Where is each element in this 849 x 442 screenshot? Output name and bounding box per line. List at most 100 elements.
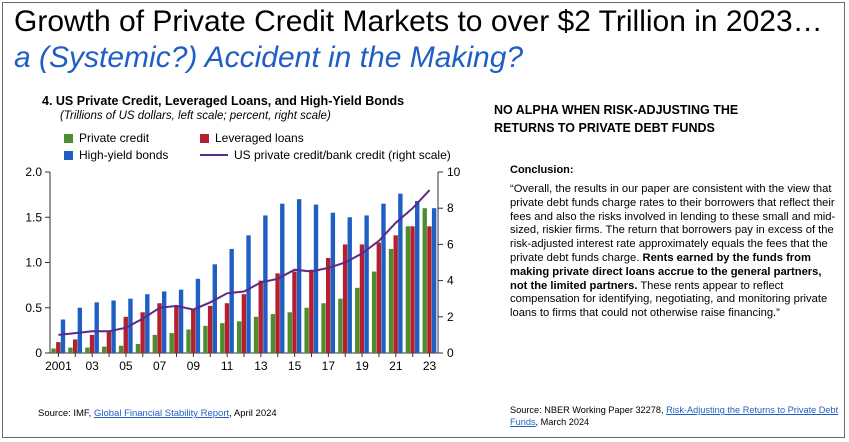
bar-leveraged-loans [89,334,95,353]
bar-private-credit [51,348,56,353]
bar-high-yield [313,204,319,353]
paper-source-link[interactable]: Risk-Adjusting the Returns to Private De… [510,405,839,427]
bar-private-credit [186,329,191,353]
bar-high-yield [229,248,234,353]
y-right-tick-label: 8 [447,201,454,215]
bar-high-yield [415,200,420,353]
chart-source-link[interactable]: Global Financial Stability Report [93,408,230,419]
legend-swatch-high-yield [64,150,73,160]
bar-leveraged-loans [275,273,280,353]
bar-leveraged-loans [292,271,297,353]
bar-high-yield [195,278,201,353]
bar-private-credit [220,323,225,353]
bar-high-yield [94,302,99,353]
bar-leveraged-loans [427,226,432,353]
x-tick-label: 03 [85,359,99,373]
x-tick-label: 13 [254,359,268,373]
x-tick-label: 23 [423,359,437,373]
bar-high-yield [263,215,268,353]
y-right-tick-label: 4 [447,274,454,288]
bar-leveraged-loans [326,257,331,353]
y-left-tick-label: 0.5 [25,301,42,315]
headline-sub: a (Systemic?) Accident in the Making? [14,41,524,74]
bar-high-yield [246,235,251,353]
bar-private-credit [321,303,326,353]
x-tick-label: 19 [355,359,369,373]
bar-private-credit [236,321,242,353]
bar-leveraged-loans [309,269,314,353]
x-tick-label: 17 [322,359,336,373]
y-right-tick-label: 0 [447,346,454,360]
legend-swatch-leveraged-loans [200,133,209,143]
y-left-tick-label: 0 [35,346,42,360]
legend-label-ratio: US private credit/bank credit (right sca… [234,148,451,162]
bar-private-credit [85,347,90,353]
legend-line-ratio [200,154,228,156]
bar-private-credit [102,346,107,353]
legend-label-leveraged-loans: Leveraged loans [215,131,304,145]
x-tick-label: 09 [187,359,201,373]
chart-plot: 0 0.5 1.0 1.5 2.0 0 2 4 6 8 10 2001 03 05 07 09 11 13 15 17… [25,165,460,373]
chart-source: Source: IMF, Global Financial Stability … [38,408,277,419]
bar-leveraged-loans [157,303,162,353]
legend-label-high-yield: High-yield bonds [79,148,169,162]
line-private-credit-bank-credit [58,189,431,336]
bar-private-credit [304,307,309,353]
bar-leveraged-loans [191,309,196,353]
bar-leveraged-loans [174,305,179,353]
y-left-tick-label: 2.0 [25,165,42,179]
y-left-tick-label: 1.5 [25,210,42,224]
bar-leveraged-loans [207,305,213,353]
quote-bold: Rents earned by the funds from making pr… [510,251,822,292]
paper-source-prefix: Source: NBER Working Paper 32278, [510,405,667,415]
bar-leveraged-loans [258,280,263,353]
bar-private-credit [355,287,360,353]
bar-high-yield [431,208,437,353]
quote-part2: These rents appear to reflect compensati… [510,279,828,320]
legend-high-yield: High-yield bonds [64,148,168,162]
x-tick-label: 07 [153,359,167,373]
bar-high-yield [212,264,217,353]
bar-leveraged-loans [56,342,61,353]
bar-leveraged-loans [376,242,381,353]
bar-high-yield [77,307,83,353]
bar-high-yield [178,289,184,353]
x-tick-label: 15 [288,359,302,373]
bar-leveraged-loans [123,316,128,353]
bar-leveraged-loans [410,226,415,353]
bar-private-credit [338,298,343,353]
paper-source-suffix: , March 2024 [535,416,590,427]
bar-high-yield [280,203,285,353]
bar-private-credit [287,312,292,353]
slide-frame [2,2,845,438]
bar-leveraged-loans [224,303,230,353]
x-tick-label: 2001 [45,359,72,373]
legend-ratio: US private credit/bank credit (right sca… [200,148,451,162]
bar-leveraged-loans [106,330,112,353]
bar-high-yield [398,193,403,353]
legend-private-credit: Private credit [64,131,149,145]
conclusion-quote: “Overall, the results in our paper are c… [510,183,838,321]
bar-high-yield [111,300,116,353]
chart-subtitle: (Trillions of US dollars, left scale; pe… [60,110,331,122]
bar-leveraged-loans [140,312,145,353]
chart-source-prefix: Source: IMF, [38,408,94,419]
y-right-tick-label: 6 [447,237,454,251]
bar-private-credit [253,316,259,353]
legend-swatch-private-credit [64,133,73,143]
bar-high-yield [347,217,352,353]
bar-private-credit [152,334,158,353]
slide-headline: Growth of Private Credit Markets to over… [14,4,834,76]
bar-private-credit [169,333,174,353]
bar-private-credit [270,314,276,353]
bar-high-yield [60,319,66,353]
y-left-tick-label: 1.0 [25,256,42,270]
bar-private-credit [68,347,73,353]
x-tick-label: 11 [221,359,234,373]
bar-private-credit [118,345,124,353]
bar-leveraged-loans [359,244,365,353]
bar-private-credit [371,271,377,353]
bar-high-yield [364,215,369,353]
bar-high-yield [161,291,167,353]
bar-private-credit [135,343,141,353]
